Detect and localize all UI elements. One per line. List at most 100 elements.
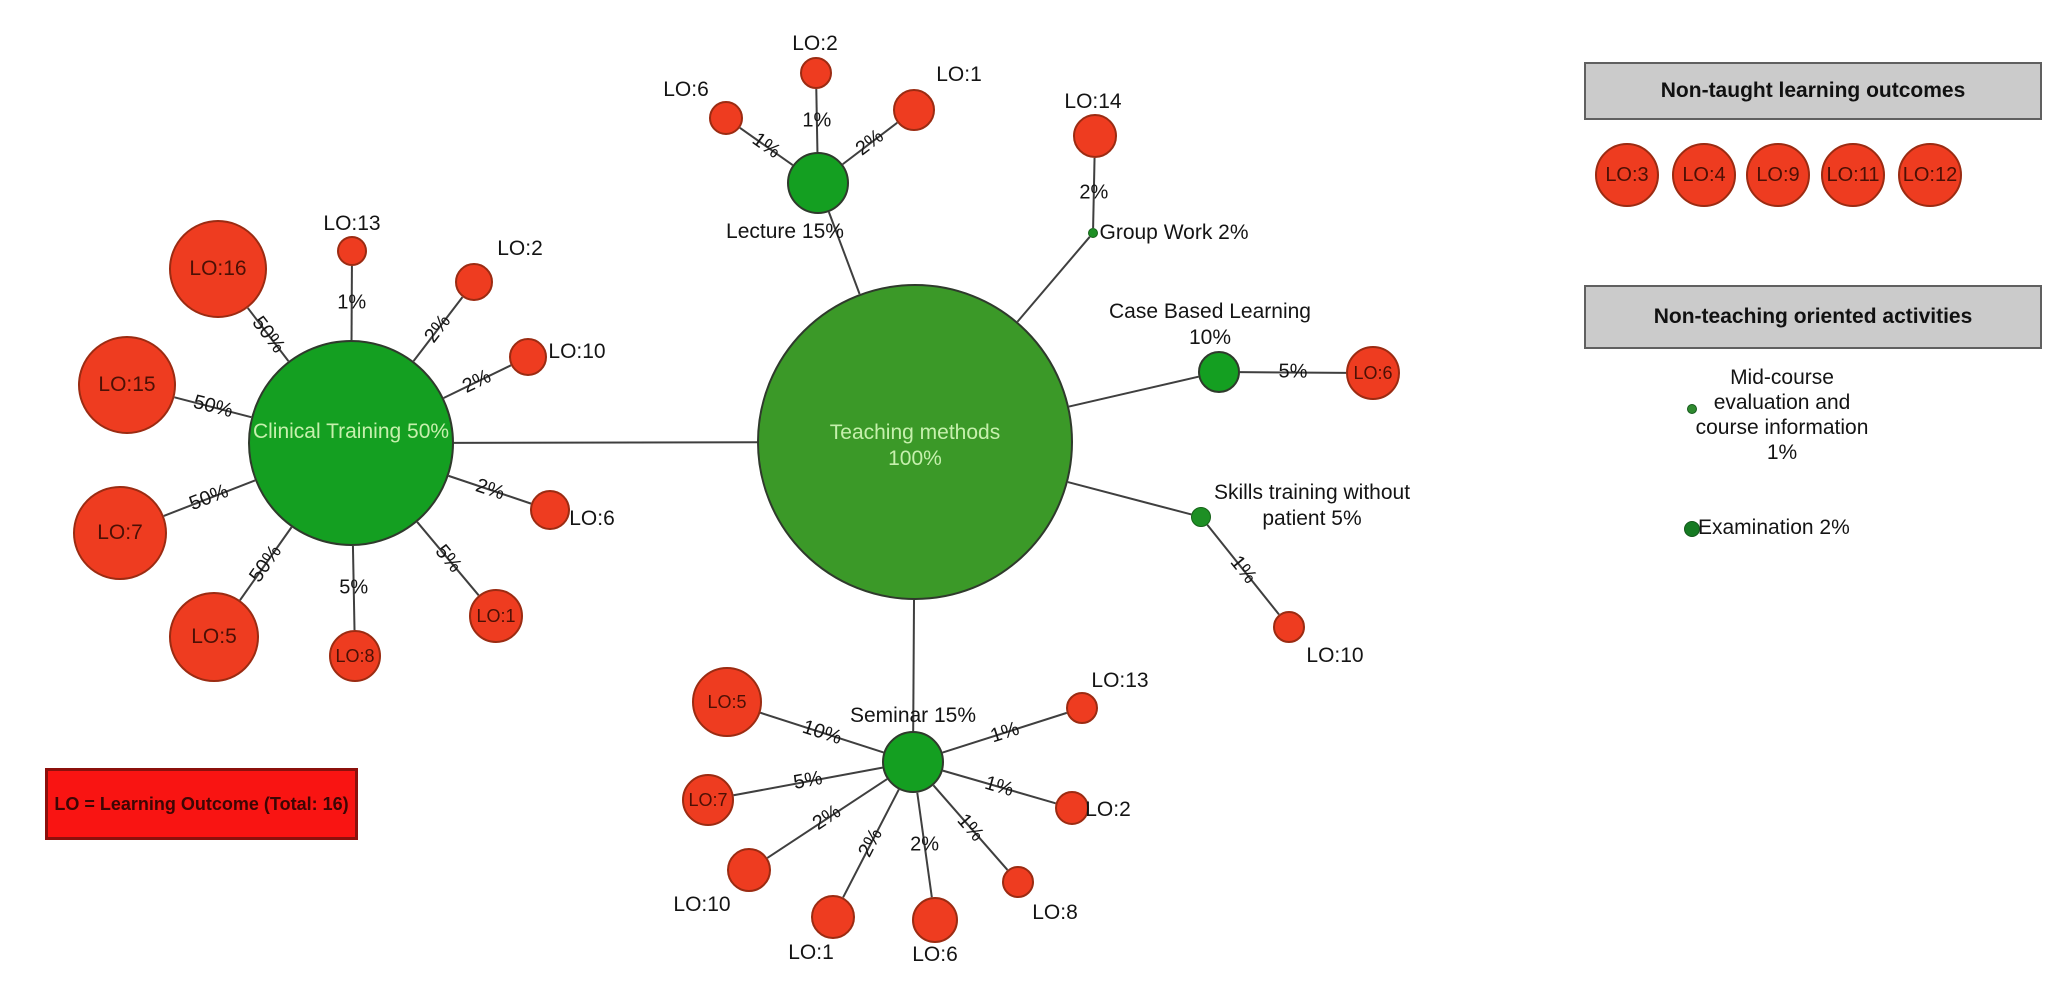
- node-label-skills-training: Skills training without patient 5%: [1213, 480, 1411, 530]
- connector-line-clinical-training-ct-lo10: [443, 364, 512, 399]
- non-taught-outcomes-header: Non-taught learning outcomes: [1584, 62, 2042, 120]
- lo-node-lec-lo6: [709, 101, 743, 135]
- link-percentage-label-gw-lo14: 2%: [1079, 181, 1109, 204]
- lo-node-ct-lo15: [78, 336, 176, 434]
- lo-node-gw-lo14: [1073, 114, 1117, 158]
- connector-line-teaching-methods-group-work: [1016, 236, 1091, 323]
- non-taught-lo-circle-lo9: LO:9: [1746, 143, 1810, 207]
- link-percentage-label-cbl-lo6: 5%: [1278, 360, 1308, 384]
- link-percentage-label-ct-lo13: 1%: [337, 291, 367, 314]
- connector-line-clinical-training-ct-lo15: [174, 396, 252, 419]
- lo-node-ct-lo7: [73, 486, 167, 580]
- non-taught-lo-circle-lo3: LO:3: [1595, 143, 1659, 207]
- connector-line-teaching-methods-case-based-learning: [1068, 375, 1199, 408]
- connector-line-clinical-training-ct-lo7: [163, 479, 256, 517]
- connector-line-seminar-sem-lo13: [942, 711, 1068, 754]
- node-label-sem-lo8: LO:8: [1032, 900, 1078, 924]
- method-node-skills-training: [1191, 507, 1211, 527]
- connector-line-teaching-methods-clinical-training: [453, 441, 758, 444]
- node-label-sem-lo10: LO:10: [673, 892, 731, 916]
- lo-node-ct-lo13: [337, 236, 367, 266]
- non-taught-lo-circle-lo11: LO:11: [1821, 143, 1885, 207]
- node-label-ct-lo7: LO:7: [97, 520, 143, 544]
- node-label-gw-lo14: LO:14: [1064, 89, 1122, 113]
- lo-node-ct-lo16: [169, 220, 267, 318]
- connector-line-seminar-sem-lo6: [916, 792, 933, 898]
- method-node-seminar: [882, 731, 944, 793]
- lo-node-sem-lo13: [1066, 692, 1098, 724]
- lo-node-sem-lo5: [692, 667, 762, 737]
- node-label-sem-lo2: LO:2: [1085, 797, 1131, 821]
- connector-line-seminar-sem-lo10: [766, 778, 888, 859]
- connector-line-teaching-methods-skills-training: [1067, 481, 1192, 516]
- method-node-teaching-methods: [757, 284, 1073, 600]
- learning-outcome-note-text: LO = Learning Outcome (Total: 16): [54, 793, 349, 814]
- lo-node-lec-lo2: [800, 57, 832, 89]
- method-node-clinical-training: [248, 340, 454, 546]
- node-label-ct-lo2: LO:2: [497, 236, 543, 260]
- connector-line-case-based-learning-cbl-lo6: [1239, 371, 1347, 374]
- lo-node-sem-lo7: [682, 774, 734, 826]
- lo-node-sem-lo2: [1055, 791, 1089, 825]
- node-label-ct-lo16: LO:16: [189, 256, 247, 280]
- lo-node-ct-lo10: [509, 338, 547, 376]
- method-node-case-based-learning: [1198, 351, 1240, 393]
- connector-line-clinical-training-ct-lo1: [416, 521, 480, 596]
- link-percentage-label-ct-lo8: 5%: [339, 576, 369, 599]
- connector-line-clinical-training-ct-lo6: [448, 474, 532, 505]
- connector-line-clinical-training-ct-lo8: [351, 545, 356, 631]
- node-label-ct-lo5: LO:5: [191, 624, 237, 648]
- connector-line-lecture-lec-lo6: [739, 126, 794, 166]
- non-teaching-activities-header: Non-teaching oriented activities: [1584, 285, 2042, 349]
- examination-dot: [1684, 521, 1700, 537]
- node-label-ct-lo8: LO:8: [335, 645, 375, 666]
- connector-line-clinical-training-ct-lo2: [412, 296, 464, 362]
- connector-line-lecture-lec-lo1: [842, 121, 898, 166]
- lo-node-sem-lo6: [912, 897, 958, 943]
- method-node-lecture: [787, 152, 849, 214]
- learning-outcome-note-box: LO = Learning Outcome (Total: 16): [45, 768, 358, 840]
- node-label-group-work: Group Work 2%: [1099, 220, 1249, 244]
- node-label-sem-lo13: LO:13: [1091, 668, 1149, 692]
- connector-line-group-work-gw-lo14: [1092, 157, 1096, 229]
- connector-line-seminar-sem-lo1: [842, 789, 900, 898]
- node-label-teaching-methods: Teaching methods 100%: [829, 420, 1001, 470]
- lo-node-st-lo10: [1273, 611, 1305, 643]
- mid-course-evaluation-label: Mid-course evaluation and course informa…: [1695, 366, 1869, 464]
- node-label-sem-lo5: LO:5: [707, 691, 747, 712]
- mid-course-evaluation-dot: [1687, 404, 1697, 414]
- connector-line-seminar-sem-lo2: [942, 769, 1056, 805]
- node-label-sem-lo6: LO:6: [912, 942, 958, 966]
- node-label-sem-lo1: LO:1: [788, 940, 834, 964]
- node-label-case-based-learning: Case Based Learning 10%: [1109, 299, 1311, 349]
- lo-node-ct-lo2: [455, 263, 493, 301]
- connector-line-clinical-training-ct-lo16: [246, 307, 290, 362]
- non-teaching-activities-title: Non-teaching oriented activities: [1653, 305, 1973, 328]
- lo-node-ct-lo8: [329, 630, 381, 682]
- lo-node-ct-lo5: [169, 592, 259, 682]
- non-taught-lo-circle-lo4: LO:4: [1672, 143, 1736, 207]
- connector-line-teaching-methods-lecture: [827, 211, 861, 295]
- lo-node-sem-lo8: [1002, 866, 1034, 898]
- connector-line-seminar-sem-lo5: [760, 711, 884, 754]
- node-label-lec-lo1: LO:1: [936, 62, 982, 86]
- node-label-st-lo10: LO:10: [1306, 643, 1364, 667]
- node-label-cbl-lo6: LO:6: [1353, 362, 1393, 383]
- connector-line-teaching-methods-seminar: [912, 599, 916, 732]
- node-label-lec-lo6: LO:6: [663, 77, 709, 101]
- connector-line-lecture-lec-lo2: [815, 88, 819, 153]
- link-percentage-label-lec-lo2: 1%: [802, 109, 832, 131]
- node-label-ct-lo6: LO:6: [569, 506, 615, 530]
- node-label-ct-lo15: LO:15: [98, 372, 156, 396]
- lo-node-sem-lo10: [727, 848, 771, 892]
- connector-line-skills-training-st-lo10: [1206, 524, 1280, 616]
- lo-node-cbl-lo6: [1346, 346, 1400, 400]
- node-label-clinical-training: Clinical Training 50%: [252, 419, 450, 443]
- link-percentage-label-sem-lo6: 2%: [910, 833, 939, 856]
- connector-line-seminar-sem-lo7: [733, 766, 883, 797]
- lo-node-sem-lo1: [811, 895, 855, 939]
- lo-node-lec-lo1: [893, 89, 935, 131]
- node-label-sem-lo7: LO:7: [688, 789, 728, 810]
- node-label-lecture: Lecture 15%: [726, 219, 844, 243]
